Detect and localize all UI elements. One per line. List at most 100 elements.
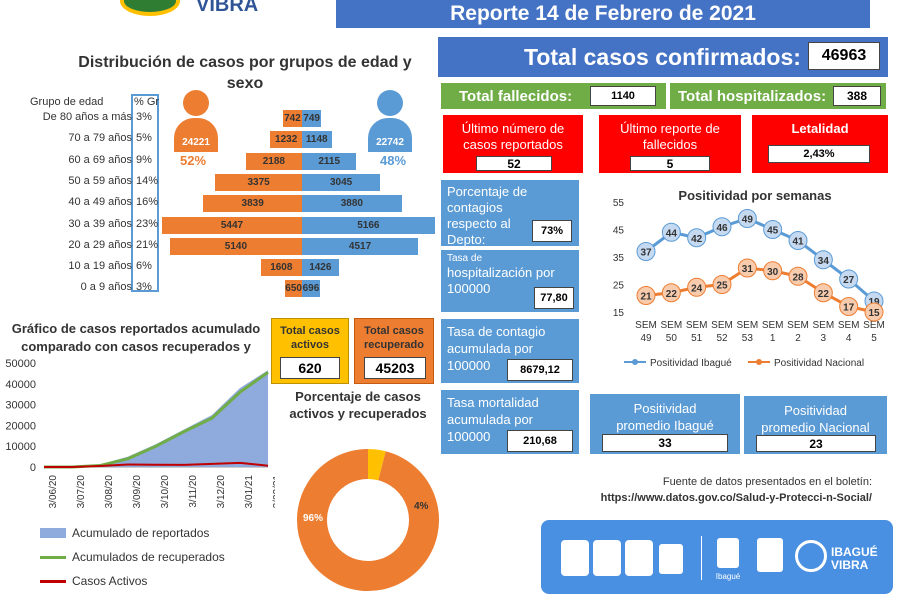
female-bar: 650 (285, 280, 302, 298)
x-tick-label: 1 (770, 333, 776, 344)
hospitalizados-value: 388 (833, 86, 881, 106)
y-tick-label: 35 (613, 253, 625, 264)
male-pct: 48% (380, 153, 407, 168)
data-point (788, 266, 808, 286)
female-bar: 742 (282, 110, 302, 127)
data-label: 45 (767, 226, 779, 237)
legend-reportados: Acumulado de reportados (40, 526, 225, 540)
data-point (813, 283, 833, 303)
x-tick-label: 52 (716, 333, 728, 344)
source-label: Fuente de datos presentados en el boletí… (662, 476, 872, 488)
age-group-label: 0 a 9 años (80, 281, 132, 294)
data-point (661, 222, 681, 242)
male-icon (377, 90, 403, 116)
data-label: 17 (843, 303, 855, 314)
letalidad-label: Letalidad (791, 121, 849, 136)
age-group-pct: 14% (136, 174, 159, 187)
positividad-nacional-value: 23 (756, 435, 876, 452)
x-tick-label: 49 (640, 333, 652, 344)
ultimos-fallecidos-label: Último reporte de fallecidos (620, 121, 720, 152)
data-point (737, 209, 757, 228)
x-tick-label: 3/11/20 (188, 475, 199, 508)
x-tick-label: 3/07/20 (76, 475, 87, 509)
male-bar: 4517 (302, 237, 419, 255)
data-label: 34 (818, 256, 830, 267)
source-url[interactable]: https://www.datos.gov.co/Salud-y-Protecc… (600, 492, 872, 504)
activos-value: 620 (280, 357, 340, 379)
positividad-ibague-label: Positividad promedio Ibagué (616, 401, 714, 433)
male-bar: 1426 (302, 259, 339, 277)
donut-big-label: 96% (303, 513, 324, 524)
male-bar: 3880 (302, 195, 402, 213)
ultimos-casos-box: Último número de casos reportados (443, 115, 583, 173)
female-bar: 3375 (215, 173, 302, 191)
x-tick-label: 5 (871, 333, 877, 344)
x-tick-label: 51 (691, 333, 703, 344)
y-tick-label: 30000 (5, 400, 36, 412)
series-line (645, 216, 875, 303)
data-label: 22 (818, 289, 830, 300)
pct-column-frame (131, 94, 159, 292)
activos-line (43, 461, 269, 468)
area-chart: 0 10000 20000 30000 40000 50000 3/06/20 3/07/20… (5, 358, 275, 509)
letalidad-value: 2,43% (768, 145, 870, 163)
hospitalizacion-value: 77,80 (534, 287, 574, 309)
age-group-label: 40 a 49 años (68, 196, 132, 209)
x-tick-label: 3/12/20 (216, 475, 227, 509)
x-tick-label: SEM (711, 320, 733, 331)
data-label: 24 (691, 283, 703, 294)
data-point (661, 283, 681, 303)
x-tick-label: 50 (666, 333, 678, 344)
y-tick-label: 50000 (5, 358, 36, 370)
data-label: 31 (742, 264, 754, 275)
male-bar: 749 (302, 110, 322, 127)
data-label: 28 (792, 272, 804, 283)
female-icon (183, 90, 209, 116)
x-tick-label: SEM (787, 320, 809, 331)
legend-activos: Casos Activos (40, 574, 225, 588)
female-bar: 3839 (203, 195, 302, 213)
icontec-icon (561, 540, 589, 576)
age-group-label: 70 a 79 años (68, 132, 132, 145)
donut-small-label: 4% (414, 501, 429, 512)
x-tick-label: 3/09/20 (132, 475, 143, 509)
donut-chart (297, 449, 439, 591)
legend-recuperados: Acumulados de recuperados (40, 550, 225, 564)
y-tick-label: 10000 (5, 441, 36, 453)
data-label: 37 (640, 248, 652, 259)
male-bar: 5166 (302, 216, 435, 234)
female-total: 24221 (174, 118, 218, 152)
data-point (864, 302, 884, 322)
x-tick-label: SEM (863, 320, 885, 331)
legend-label: Positividad Nacional (774, 358, 864, 369)
x-tick-label: SEM (660, 320, 682, 331)
data-point (839, 269, 859, 289)
x-tick-label: SEM (635, 320, 657, 331)
data-label: 30 (767, 267, 779, 278)
female-bar: 5447 (162, 216, 302, 234)
female-pct: 52% (180, 153, 207, 168)
x-tick-label: SEM (686, 320, 708, 331)
city-label: Ibagué (715, 572, 741, 581)
data-label: 19 (868, 297, 880, 308)
recuperados-label: Total casos recuperado (364, 325, 424, 351)
legend-label: Acumulados de recuperados (72, 550, 225, 564)
male-bar: 2115 (302, 152, 357, 170)
donut-slice (367, 449, 386, 481)
legend-label: Casos Activos (72, 574, 148, 588)
hospitalizacion-label: hospitalización por 100000 (447, 265, 555, 296)
fallecidos-value: 1140 (590, 86, 656, 106)
x-tick-label: 4 (846, 333, 852, 344)
age-group-pct: 9% (136, 153, 152, 166)
hospitalizacion-label-small: Tasa de (447, 253, 483, 264)
female-bar: 5140 (169, 237, 302, 255)
total-confirmados-label: Total casos confirmados: (524, 43, 801, 70)
positividad-ibague-value: 33 (602, 434, 728, 452)
legend-swatch (40, 579, 66, 583)
data-point (687, 228, 707, 248)
ultimos-casos-label: Último número de casos reportados (461, 121, 565, 152)
divider (701, 536, 702, 580)
x-tick-label: 3/10/20 (160, 475, 171, 509)
age-group-label: 60 a 69 años (68, 153, 132, 166)
positividad-title: Positividad por semanas (678, 188, 832, 203)
